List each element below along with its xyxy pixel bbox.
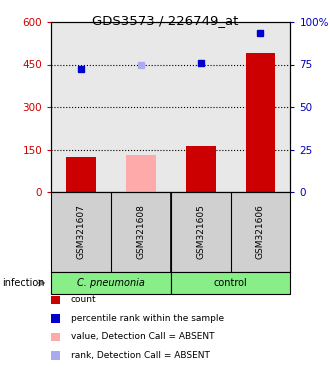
Text: GSM321607: GSM321607 bbox=[77, 205, 85, 260]
Bar bbox=[171, 272, 290, 294]
Text: GSM321605: GSM321605 bbox=[196, 205, 205, 260]
Bar bbox=[186, 146, 215, 192]
Bar bbox=[66, 157, 96, 192]
Bar bbox=[246, 53, 276, 192]
Text: count: count bbox=[71, 296, 97, 305]
Text: percentile rank within the sample: percentile rank within the sample bbox=[71, 314, 224, 323]
Text: C. pneumonia: C. pneumonia bbox=[77, 278, 145, 288]
Text: rank, Detection Call = ABSENT: rank, Detection Call = ABSENT bbox=[71, 351, 210, 360]
Text: control: control bbox=[214, 278, 248, 288]
Text: value, Detection Call = ABSENT: value, Detection Call = ABSENT bbox=[71, 333, 214, 341]
Text: GSM321608: GSM321608 bbox=[136, 205, 146, 260]
Text: GDS3573 / 226749_at: GDS3573 / 226749_at bbox=[92, 14, 238, 27]
Text: infection: infection bbox=[2, 278, 44, 288]
Bar bbox=[126, 155, 156, 192]
Text: GSM321606: GSM321606 bbox=[256, 205, 265, 260]
Bar bbox=[51, 272, 171, 294]
